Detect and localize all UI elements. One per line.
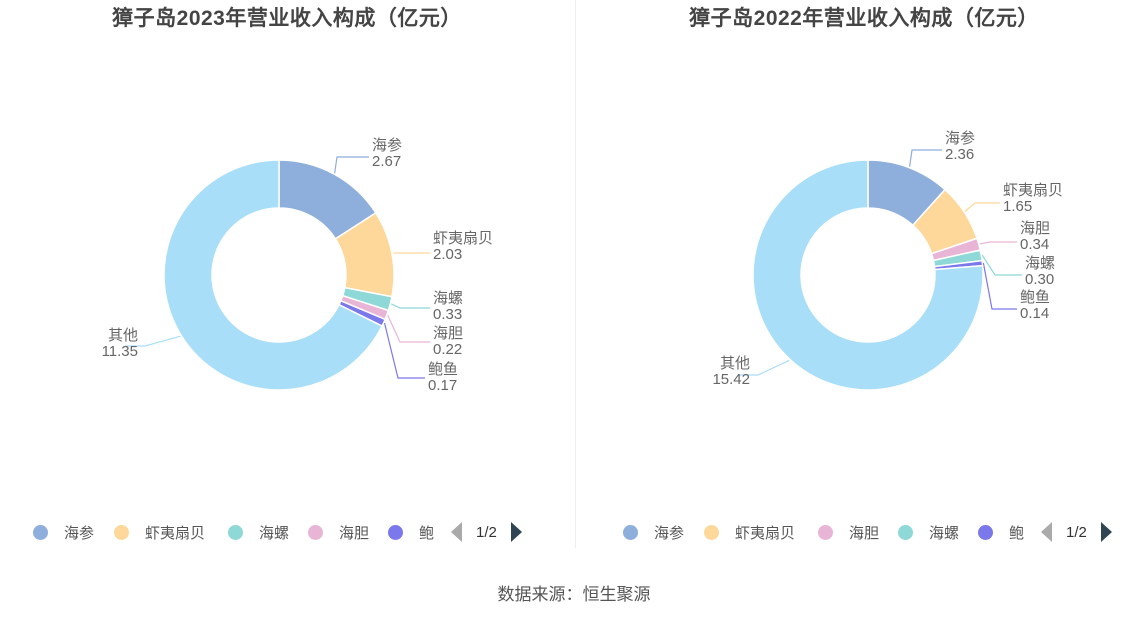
pager-text: 1/2 [1066, 523, 1087, 541]
legend-label: 海螺 [259, 524, 290, 542]
pager-prev-icon[interactable] [451, 522, 462, 542]
leader-line-0 [909, 149, 942, 167]
slice-value-label-2: 0.34 [1020, 236, 1049, 253]
legend-dot [623, 524, 638, 540]
slice-name-label-2: 海胆 [1020, 220, 1050, 237]
legend-item-hailuo[interactable]: 海螺 [898, 518, 959, 546]
legend-label: 虾夷扇贝 [735, 524, 796, 542]
slice-value-label-5: 11.35 [102, 343, 138, 360]
leader-line-4 [383, 323, 425, 379]
slice-name-label-1: 虾夷扇贝 [1003, 182, 1063, 199]
legend-label: 海胆 [849, 524, 880, 542]
slice-name-label-5: 其他 [720, 355, 750, 372]
leader-line-2 [979, 241, 1017, 245]
chart-title: 獐子岛2022年营业收入构成（亿元） [689, 7, 1039, 30]
legend-dot [33, 524, 48, 540]
legend-dot [114, 524, 129, 540]
legend-label: 海胆 [339, 524, 370, 542]
legend-label: 海螺 [929, 524, 960, 542]
slice-value-label-3: 0.22 [433, 341, 462, 358]
legend-item-hailuo[interactable]: 海螺 [228, 518, 289, 546]
slice-name-label-0: 海参 [372, 137, 402, 154]
leader-line-3 [387, 315, 430, 343]
legend-item-bao[interactable]: 鲍 [388, 518, 434, 546]
legend-item-haishen[interactable]: 海参 [33, 518, 94, 546]
slice-value-label-2: 0.33 [433, 306, 462, 323]
data-source: 数据来源：恒生聚源 [497, 585, 651, 604]
slice-name-label-4: 鲍鱼 [428, 360, 458, 378]
slice-value-label-0: 2.67 [372, 153, 401, 170]
chart-panel-2023: 獐子岛2023年营业收入构成（亿元） 海参 2.67 虾夷扇贝 2.03 海螺 0.33 海… [0, 0, 574, 560]
slice-name-label-5: 其他 [108, 327, 138, 344]
legend-pager: 1/2 [1041, 518, 1112, 546]
slice-value-label-0: 2.36 [945, 146, 974, 163]
pager-prev-icon[interactable] [1041, 522, 1052, 542]
slice-name-label-3: 海螺 [1025, 255, 1055, 272]
slice-value-label-1: 2.03 [433, 246, 462, 263]
legend-label: 海参 [64, 524, 95, 542]
slice-value-label-1: 1.65 [1003, 198, 1032, 215]
chart-panel-2022: 獐子岛2022年营业收入构成（亿元） 海参 2.36 虾夷扇贝 1.65 海胆 0.34 海… [577, 0, 1148, 560]
legend-dot [704, 524, 719, 540]
panel-divider [575, 0, 576, 548]
legend-label: 虾夷扇贝 [145, 524, 206, 542]
leader-line-2 [391, 303, 430, 309]
leader-line-0 [334, 156, 369, 174]
slice-name-label-2: 海螺 [433, 290, 463, 307]
legend-item-haidan[interactable]: 海胆 [818, 518, 879, 546]
slice-name-label-3: 海胆 [433, 325, 463, 342]
slice-value-label-5: 15.42 [712, 371, 750, 388]
slice-name-label-0: 海参 [945, 130, 975, 147]
legend-item-bao[interactable]: 鲍 [978, 518, 1024, 546]
legend-item-shanbei[interactable]: 虾夷扇贝 [704, 518, 795, 546]
legend-dot [818, 524, 833, 540]
legend-label: 鲍 [419, 524, 435, 542]
leader-line-3 [981, 254, 1022, 276]
donut-slice-5[interactable] [752, 159, 984, 391]
slice-name-label-1: 虾夷扇贝 [433, 230, 493, 247]
leader-line-1 [964, 202, 1000, 212]
legend-dot [228, 524, 243, 540]
legend-2023: 海参 虾夷扇贝 海螺 海胆 鲍 1/2 [0, 518, 574, 546]
legend-dot [388, 524, 403, 540]
leader-line-5 [738, 359, 790, 376]
slice-value-label-4: 0.14 [1020, 305, 1049, 322]
slice-value-label-3: 0.30 [1025, 271, 1054, 288]
leader-line-5 [125, 335, 181, 347]
legend-2022: 海参 虾夷扇贝 海胆 海螺 鲍 1/2 [577, 518, 1148, 546]
pager-next-icon[interactable] [1100, 522, 1112, 542]
pager-next-icon[interactable] [510, 522, 522, 542]
legend-label: 鲍 [1009, 524, 1025, 542]
legend-item-haishen[interactable]: 海参 [623, 518, 684, 546]
slice-name-label-4: 鲍鱼 [1020, 288, 1050, 306]
legend-pager: 1/2 [451, 518, 522, 546]
legend-dot [978, 524, 993, 540]
legend-item-haidan[interactable]: 海胆 [308, 518, 369, 546]
legend-dot [308, 524, 323, 540]
slice-value-label-4: 0.17 [428, 377, 457, 394]
leader-line-4 [982, 262, 1017, 310]
pager-text: 1/2 [476, 523, 497, 541]
donut-slice-5[interactable] [163, 159, 384, 391]
legend-item-shanbei[interactable]: 虾夷扇贝 [114, 518, 205, 546]
legend-dot [898, 524, 913, 540]
chart-title: 獐子岛2023年营业收入构成（亿元） [112, 7, 462, 30]
legend-label: 海参 [654, 524, 685, 542]
